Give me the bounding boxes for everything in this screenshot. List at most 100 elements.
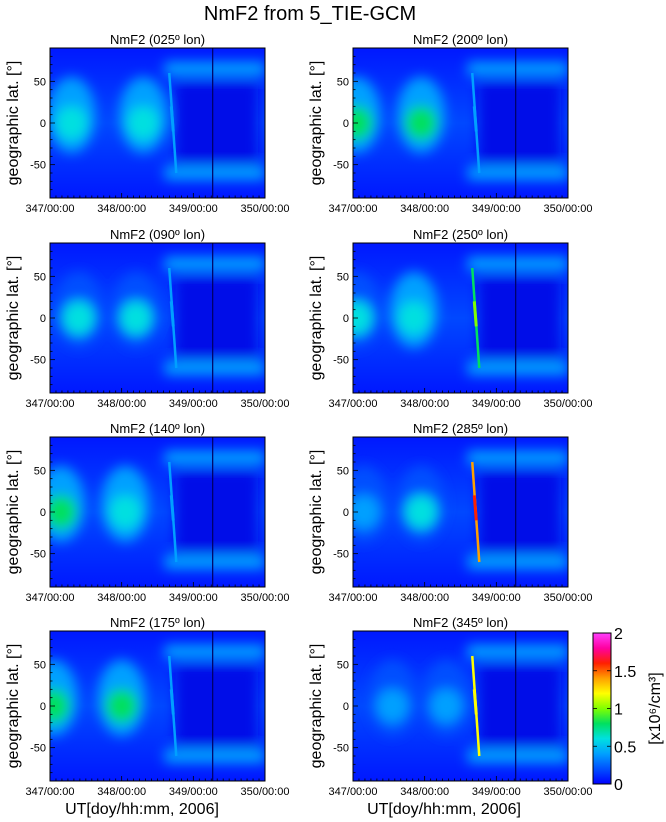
y-tick-label: 50 xyxy=(337,76,349,88)
panel-200: NmF2 (200º lon) 50 0 -50 347/00:00 348/00:00 3… xyxy=(308,32,592,215)
heatmap-field xyxy=(353,437,568,587)
panel-title: NmF2 (175º lon) xyxy=(110,615,205,630)
y-tick-label: 0 xyxy=(40,118,46,130)
heatmap-field xyxy=(353,631,568,781)
auroral-band xyxy=(164,256,265,271)
heatmap-field xyxy=(50,243,265,393)
panel-title: NmF2 (285º lon) xyxy=(413,421,508,436)
x-tick-label: 347/00:00 xyxy=(26,203,75,215)
y-tick-label: -50 xyxy=(30,160,46,172)
x-tick-label: 347/00:00 xyxy=(26,398,75,410)
x-tick-label: 350/00:00 xyxy=(241,398,290,410)
y-tick-label: 50 xyxy=(337,271,349,283)
density-peak xyxy=(353,495,380,529)
y-tick-label: 50 xyxy=(34,659,46,671)
storm-streak-core xyxy=(472,106,478,132)
auroral-band xyxy=(164,166,265,180)
auroral-band xyxy=(467,555,568,569)
y-tick-label: 50 xyxy=(34,271,46,283)
x-tick-label: 350/00:00 xyxy=(544,203,593,215)
density-peak xyxy=(430,689,463,723)
heatmap-field xyxy=(50,48,265,198)
auroral-band xyxy=(164,450,265,465)
y-tick-label: -50 xyxy=(30,549,46,561)
x-tick-label: 348/00:00 xyxy=(97,592,146,604)
colorbar-tick-label: 0.5 xyxy=(614,739,636,756)
y-axis-label: geographic lat. [°] xyxy=(308,256,325,381)
auroral-band xyxy=(164,644,265,659)
x-tick-label: 350/00:00 xyxy=(544,398,593,410)
y-tick-label: -50 xyxy=(333,160,349,172)
auroral-band xyxy=(164,361,265,375)
colorbar-label: [x10⁶/cm³] xyxy=(647,672,664,744)
y-tick-label: 0 xyxy=(343,118,349,130)
storm-streak-core xyxy=(169,301,175,327)
y-tick-label: -50 xyxy=(30,355,46,367)
y-axis-label: geographic lat. [°] xyxy=(5,256,22,381)
x-tick-label: 350/00:00 xyxy=(544,592,593,604)
x-tick-label: 347/00:00 xyxy=(26,592,75,604)
auroral-band xyxy=(467,450,568,465)
auroral-band xyxy=(467,749,568,763)
panel-title: NmF2 (025º lon) xyxy=(110,32,205,47)
storm-streak-core xyxy=(169,689,175,715)
y-axis-label: geographic lat. [°] xyxy=(308,61,325,186)
y-tick-label: 50 xyxy=(337,659,349,671)
y-tick-label: 0 xyxy=(343,701,349,713)
x-tick-label: 350/00:00 xyxy=(241,786,290,798)
x-tick-label: 348/00:00 xyxy=(400,398,449,410)
y-tick-label: -50 xyxy=(333,549,349,561)
storm-streak-core xyxy=(472,689,478,715)
density-peak xyxy=(62,301,95,335)
y-axis-label: geographic lat. [°] xyxy=(5,644,22,769)
x-tick-label: 348/00:00 xyxy=(400,786,449,798)
auroral-band xyxy=(164,749,265,763)
storm-streak-core xyxy=(169,495,175,521)
x-tick-label: 347/00:00 xyxy=(329,592,378,604)
density-peak xyxy=(109,495,142,529)
x-tick-label: 348/00:00 xyxy=(400,203,449,215)
colorbar-tick-label: 1 xyxy=(614,702,623,719)
y-tick-label: 50 xyxy=(34,76,46,88)
x-tick-label: 349/00:00 xyxy=(472,786,521,798)
panel-025: NmF2 (025º lon) 50 0 -50 347/00:00 348/00:00 3… xyxy=(5,32,289,215)
auroral-band xyxy=(164,61,265,76)
density-peak xyxy=(353,301,373,335)
y-axis-label: geographic lat. [°] xyxy=(5,450,22,575)
density-peak xyxy=(405,106,438,140)
x-tick-label: 349/00:00 xyxy=(472,592,521,604)
panel-140: NmF2 (140º lon) 50 0 -50 347/00:00 348/00:00 3… xyxy=(5,421,289,604)
density-peak xyxy=(50,495,77,529)
density-peak xyxy=(405,495,438,529)
auroral-band xyxy=(164,555,265,569)
heatmap-field xyxy=(353,243,568,393)
x-tick-label: 349/00:00 xyxy=(169,203,218,215)
x-tick-label: 347/00:00 xyxy=(329,398,378,410)
x-tick-label: 349/00:00 xyxy=(472,398,521,410)
depletion-region xyxy=(175,664,258,748)
x-tick-label: 348/00:00 xyxy=(97,398,146,410)
x-tick-label: 348/00:00 xyxy=(97,786,146,798)
x-tick-label: 349/00:00 xyxy=(169,398,218,410)
density-peak xyxy=(376,689,409,723)
auroral-band xyxy=(467,361,568,375)
density-peak xyxy=(353,106,373,140)
panel-title: NmF2 (250º lon) xyxy=(413,227,508,242)
x-tick-label: 347/00:00 xyxy=(329,786,378,798)
y-tick-label: 0 xyxy=(343,313,349,325)
panel-250: NmF2 (250º lon) 50 0 -50 347/00:00 348/00:00 3… xyxy=(308,227,592,410)
auroral-band xyxy=(467,166,568,180)
depletion-region xyxy=(478,664,561,748)
y-axis-label: geographic lat. [°] xyxy=(308,450,325,575)
colorbar-tick-label: 2 xyxy=(614,626,623,643)
y-tick-label: 0 xyxy=(40,701,46,713)
y-tick-label: 0 xyxy=(40,313,46,325)
density-peak xyxy=(120,301,152,335)
storm-streak-core xyxy=(472,495,478,521)
panel-title: NmF2 (090º lon) xyxy=(110,227,205,242)
panel-title: NmF2 (345º lon) xyxy=(413,615,508,630)
auroral-band xyxy=(467,644,568,659)
x-tick-label: 347/00:00 xyxy=(26,786,75,798)
y-tick-label: -50 xyxy=(333,743,349,755)
